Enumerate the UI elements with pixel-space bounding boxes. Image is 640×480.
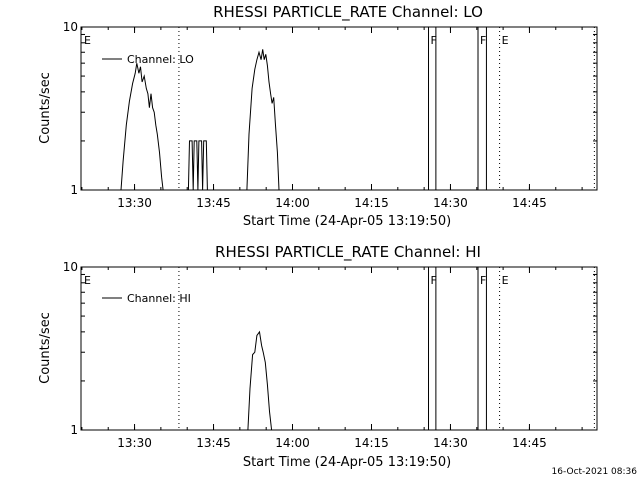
x-tick-label: 14:15 (354, 196, 389, 210)
event-marker-label: F (480, 34, 486, 47)
y-tick-label: 1 (70, 423, 78, 437)
event-marker-label: E (84, 274, 91, 287)
x-tick-label: 14:30 (433, 196, 468, 210)
x-tick-label: 13:30 (117, 196, 152, 210)
legend-label: Channel: HI (127, 292, 191, 305)
event-marker-label: E (84, 34, 91, 47)
x-tick-label: 13:30 (117, 436, 152, 450)
event-interval-box (428, 26, 437, 191)
event-marker-label: F (431, 274, 437, 287)
event-marker-label: F (480, 274, 486, 287)
event-marker-label: F (431, 34, 437, 47)
render-timestamp: 16-Oct-2021 08:36 (552, 467, 638, 477)
y-axis-label: Counts/sec (38, 312, 53, 384)
y-tick-label: 10 (63, 20, 78, 34)
y-tick-label: 10 (63, 260, 78, 274)
chart-title: RHESSI PARTICLE_RATE Channel: LO (213, 3, 483, 22)
x-tick-label: 14:15 (354, 436, 389, 450)
series-line (120, 49, 280, 191)
panel-hi: RHESSI PARTICLE_RATE Channel: HI Counts/… (38, 243, 598, 470)
legend-label: Channel: LO (127, 53, 194, 66)
event-interval-box (477, 266, 487, 431)
x-tick-label: 14:00 (275, 436, 310, 450)
x-tick-label: 14:30 (433, 436, 468, 450)
plot-frame (80, 266, 598, 431)
x-tick-label: 13:45 (196, 196, 231, 210)
event-marker-label: E (502, 274, 509, 287)
series-line (247, 330, 273, 431)
y-axis-label: Counts/sec (38, 72, 53, 144)
x-tick-label: 14:45 (512, 196, 547, 210)
x-tick-label: 13:45 (196, 436, 231, 450)
chart-title: RHESSI PARTICLE_RATE Channel: HI (215, 243, 481, 262)
event-interval-box (477, 26, 487, 191)
event-interval-box (428, 266, 437, 431)
x-tick-label: 14:00 (275, 196, 310, 210)
y-tick-label: 1 (70, 183, 78, 197)
event-marker-label: E (502, 34, 509, 47)
plot-frame (80, 26, 598, 191)
x-axis-label: Start Time (24-Apr-05 13:19:50) (243, 214, 451, 229)
x-axis-label: Start Time (24-Apr-05 13:19:50) (243, 455, 451, 470)
x-tick-label: 14:45 (512, 436, 547, 450)
panel-lo: RHESSI PARTICLE_RATE Channel: LO Counts/… (38, 3, 598, 229)
